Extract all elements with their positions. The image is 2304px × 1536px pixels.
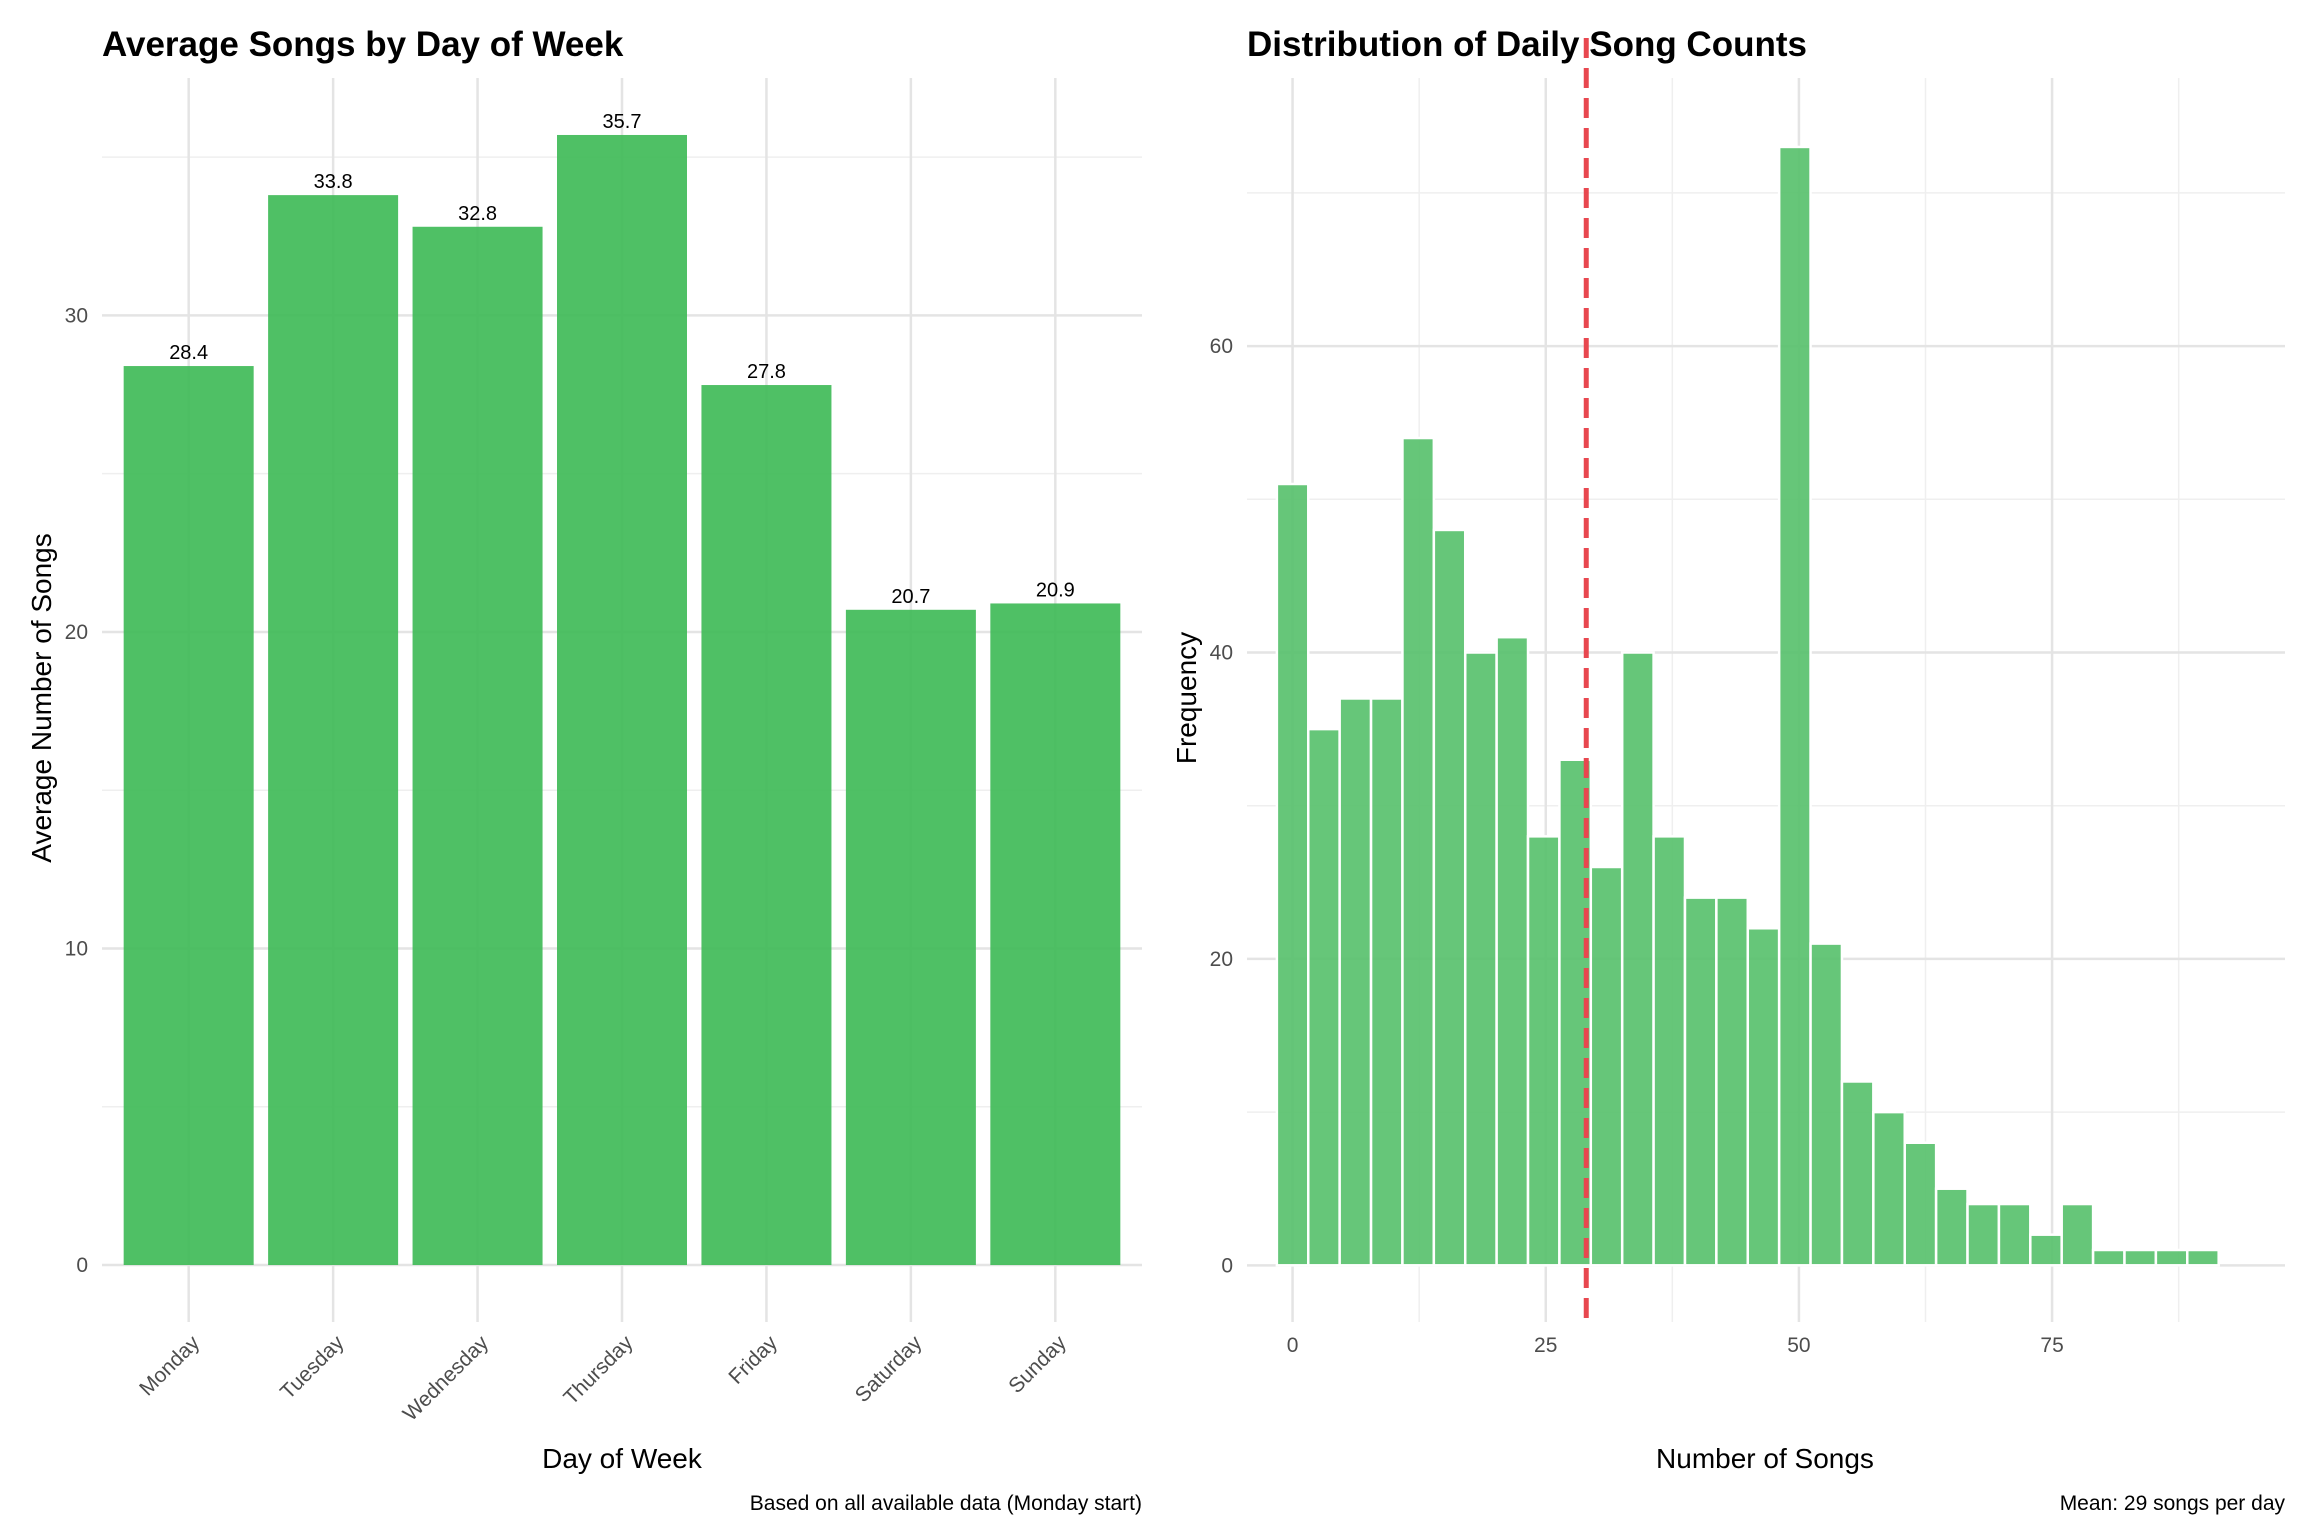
x-tick-label: Monday <box>135 1331 204 1400</box>
histogram-bar <box>1652 835 1687 1267</box>
histogram-bar <box>1746 927 1781 1267</box>
value-label: 35.7 <box>603 111 642 133</box>
left-bars <box>123 134 1121 1266</box>
y-tick-label: 20 <box>1210 948 1233 971</box>
bar-monday <box>123 366 254 1266</box>
right-chart-title: Distribution of Daily Song Counts <box>1247 25 1807 64</box>
histogram-bar <box>2123 1248 2158 1267</box>
x-tick-label: Thursday <box>559 1331 638 1410</box>
x-tick-label: Tuesday <box>276 1331 349 1404</box>
left-caption: Based on all available data (Monday star… <box>750 1492 1142 1515</box>
histogram-bar <box>1338 697 1373 1267</box>
histogram-bar <box>2154 1248 2189 1267</box>
histogram-bar <box>1620 651 1655 1267</box>
x-tick-label: 75 <box>2040 1334 2063 1357</box>
histogram-bar <box>1275 482 1310 1267</box>
bar-tuesday <box>268 195 399 1266</box>
value-label: 28.4 <box>169 342 208 364</box>
histogram-bar <box>1715 896 1750 1267</box>
histogram-bar <box>1369 697 1404 1267</box>
histogram-bar <box>1307 727 1341 1267</box>
histogram-bar <box>1997 1202 2032 1267</box>
histogram-bar <box>1872 1110 1906 1267</box>
x-tick-label: Friday <box>724 1331 782 1389</box>
value-label: 33.8 <box>314 171 353 193</box>
y-tick-label: 20 <box>65 621 88 644</box>
right-caption: Mean: 29 songs per day <box>2060 1492 2286 1515</box>
x-tick-label: 25 <box>1534 1334 1557 1357</box>
bar-sunday <box>990 603 1121 1266</box>
bar-saturday <box>845 609 976 1266</box>
left-y-tick-labels: 0 10 20 30 <box>65 304 88 1277</box>
y-tick-label: 0 <box>1221 1254 1233 1277</box>
right-bars <box>1275 145 2220 1267</box>
histogram-bar <box>1903 1141 1938 1267</box>
histogram-bar <box>2186 1248 2220 1267</box>
histogram-bar <box>1495 635 1530 1267</box>
x-tick-label: Wednesday <box>399 1331 494 1426</box>
bar-friday <box>701 385 832 1266</box>
histogram-bar <box>2091 1248 2126 1267</box>
right-y-tick-labels: 0 20 40 60 <box>1210 335 1233 1277</box>
left-value-labels: 28.4 33.8 32.8 35.7 27.8 20.7 20.9 <box>169 111 1075 608</box>
histogram-bar <box>1463 651 1498 1267</box>
histogram-bar <box>1401 436 1436 1267</box>
y-tick-label: 60 <box>1210 335 1233 358</box>
bar-thursday <box>557 134 687 1266</box>
x-tick-label: 50 <box>1787 1334 1810 1357</box>
value-label: 20.9 <box>1036 579 1075 601</box>
histogram-bar <box>2060 1202 2095 1267</box>
histogram-bar <box>1589 865 1624 1267</box>
bar-wednesday <box>412 226 543 1266</box>
x-tick-label: 0 <box>1287 1334 1299 1357</box>
histogram-bar <box>1683 896 1718 1267</box>
value-label: 20.7 <box>891 586 930 608</box>
x-tick-label: Sunday <box>1004 1331 1071 1398</box>
histogram-bar <box>1966 1202 2001 1267</box>
value-label: 27.8 <box>747 361 786 383</box>
histogram-bar <box>2029 1233 2063 1267</box>
histogram-bar <box>1432 528 1467 1267</box>
histogram-bar <box>1777 145 1812 1267</box>
value-label: 32.8 <box>458 203 497 225</box>
left-chart: 28.4 33.8 32.8 35.7 27.8 20.7 20.9 0 10 20 30 Mon… <box>26 25 1142 1515</box>
left-y-axis-label: Average Number of Songs <box>26 533 57 862</box>
x-tick-label: Saturday <box>851 1331 927 1407</box>
right-x-tick-labels: 0 25 50 75 <box>1287 1334 2064 1357</box>
left-x-tick-labels: Monday Tuesday Wednesday Thursday Friday Satu… <box>135 1331 1071 1426</box>
histogram-bar <box>1526 835 1561 1267</box>
histogram-bar <box>1840 1080 1875 1267</box>
histogram-bar <box>1934 1187 1969 1267</box>
left-x-axis-label: Day of Week <box>542 1443 703 1474</box>
y-tick-label: 10 <box>65 937 88 960</box>
histogram-bar <box>1809 942 1844 1267</box>
y-tick-label: 30 <box>65 304 88 327</box>
y-tick-label: 40 <box>1210 642 1233 665</box>
right-chart: 0 20 40 60 0 25 50 75 Distribution of Daily So… <box>1171 25 2285 1515</box>
right-x-axis-label: Number of Songs <box>1656 1443 1874 1474</box>
left-chart-title: Average Songs by Day of Week <box>102 25 624 64</box>
y-tick-label: 0 <box>76 1254 88 1277</box>
right-y-axis-label: Frequency <box>1171 632 1202 764</box>
